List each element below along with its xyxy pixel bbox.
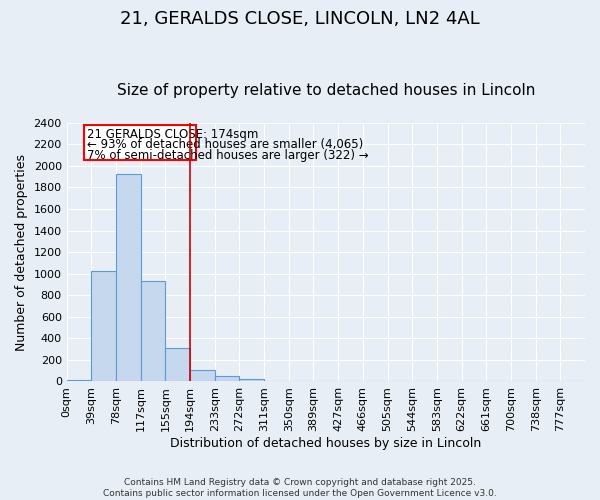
Bar [116,174,141,382]
Bar [67,380,91,382]
Text: 7% of semi-detached houses are larger (322) →: 7% of semi-detached houses are larger (3… [87,148,368,162]
X-axis label: Distribution of detached houses by size in Lincoln: Distribution of detached houses by size … [170,437,481,450]
Bar [166,348,190,382]
Title: Size of property relative to detached houses in Lincoln: Size of property relative to detached ho… [116,83,535,98]
FancyBboxPatch shape [84,126,196,160]
Text: ← 93% of detached houses are smaller (4,065): ← 93% of detached houses are smaller (4,… [87,138,363,151]
Bar [264,381,289,382]
Bar [215,376,239,382]
Bar [141,281,166,382]
Bar [91,271,116,382]
Text: Contains HM Land Registry data © Crown copyright and database right 2025.
Contai: Contains HM Land Registry data © Crown c… [103,478,497,498]
Text: 21, GERALDS CLOSE, LINCOLN, LN2 4AL: 21, GERALDS CLOSE, LINCOLN, LN2 4AL [120,10,480,28]
Bar [239,379,264,382]
Bar [190,370,215,382]
Text: 21 GERALDS CLOSE: 174sqm: 21 GERALDS CLOSE: 174sqm [87,128,258,140]
Y-axis label: Number of detached properties: Number of detached properties [15,154,28,350]
